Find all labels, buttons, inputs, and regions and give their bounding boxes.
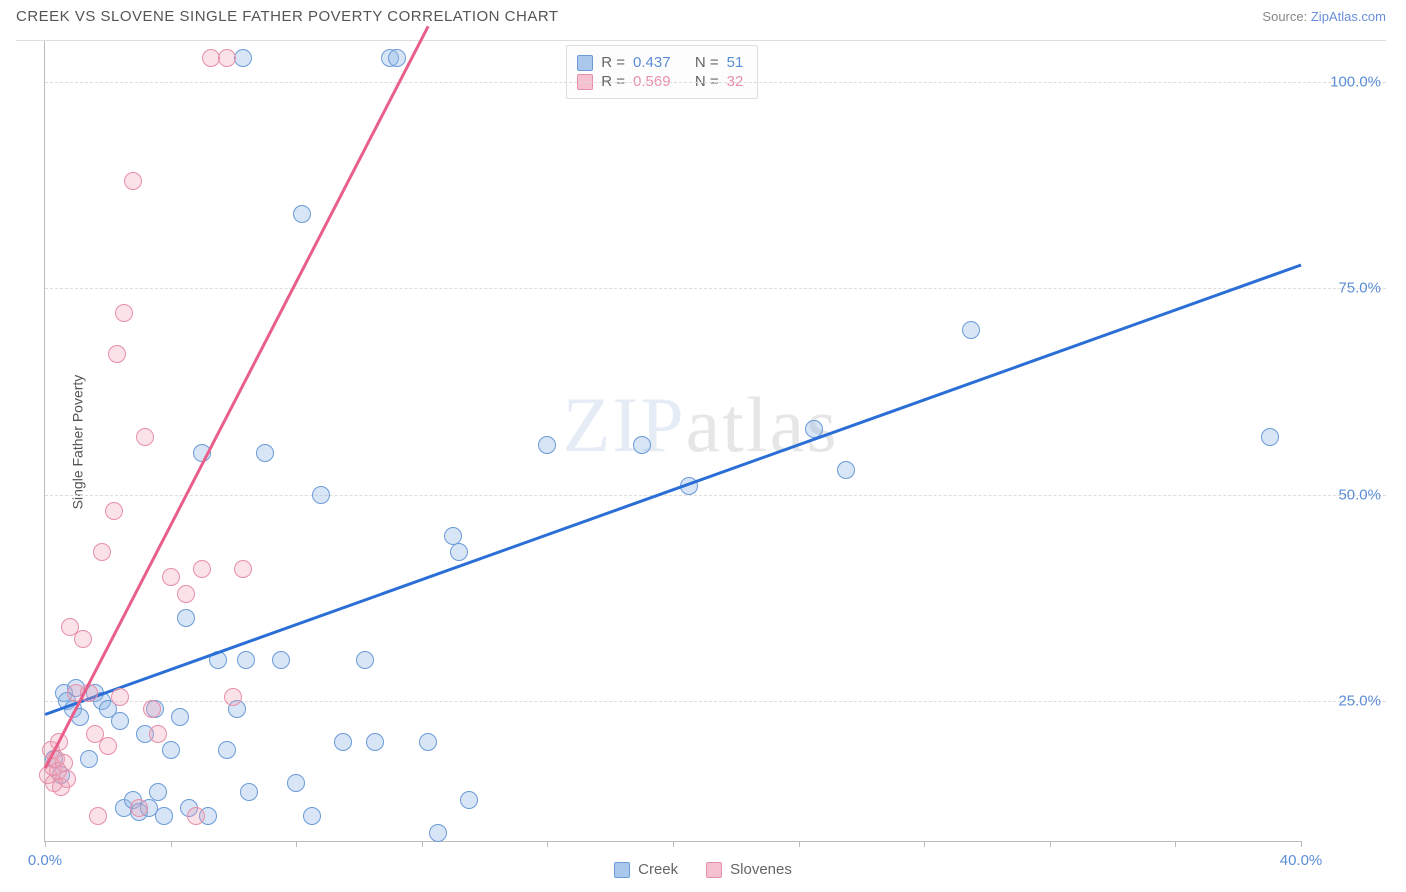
marker-creek [388,49,406,67]
marker-slovenes [89,807,107,825]
marker-slovenes [105,502,123,520]
y-tick-label: 50.0% [1338,486,1381,503]
marker-creek [444,527,462,545]
swatch-creek-icon [614,862,630,878]
marker-slovenes [149,725,167,743]
gridline [45,288,1386,289]
plot-region: ZIPatlas R = 0.437 N = 51 R = 0.569 N = … [44,41,1301,842]
marker-creek [450,543,468,561]
source-label: Source: [1262,9,1307,24]
chart-header: CREEK VS SLOVENE SINGLE FATHER POVERTY C… [0,0,1406,29]
marker-slovenes [136,428,154,446]
marker-creek [171,708,189,726]
marker-creek [366,733,384,751]
chart-title: CREEK VS SLOVENE SINGLE FATHER POVERTY C… [16,8,559,25]
marker-slovenes [111,688,129,706]
n-value-creek: 51 [727,54,744,71]
x-tick [171,841,172,847]
bottom-legend: Creek Slovenes [0,861,1406,878]
y-tick-label: 25.0% [1338,692,1381,709]
marker-creek [149,783,167,801]
x-tick [422,841,423,847]
marker-creek [1261,428,1279,446]
marker-slovenes [58,770,76,788]
x-tick [924,841,925,847]
x-tick [547,841,548,847]
marker-slovenes [143,700,161,718]
marker-creek [256,444,274,462]
marker-creek [237,651,255,669]
x-tick [45,841,46,847]
marker-slovenes [193,560,211,578]
watermark: ZIPatlas [563,380,839,470]
legend-stats-box: R = 0.437 N = 51 R = 0.569 N = 32 [566,45,758,99]
marker-creek [162,741,180,759]
y-tick-label: 100.0% [1330,74,1381,91]
marker-creek [429,824,447,842]
marker-slovenes [115,304,133,322]
marker-creek [356,651,374,669]
x-tick [296,841,297,847]
regression-line-creek [45,264,1302,716]
marker-slovenes [162,568,180,586]
marker-creek [155,807,173,825]
marker-creek [218,741,236,759]
marker-slovenes [124,172,142,190]
x-tick [673,841,674,847]
n-label: N = [695,54,719,71]
legend-item-creek: Creek [614,861,678,878]
swatch-creek-icon [577,55,593,71]
r-label: R = [601,54,625,71]
marker-creek [240,783,258,801]
marker-slovenes [218,49,236,67]
marker-slovenes [55,754,73,772]
marker-creek [460,791,478,809]
gridline [45,495,1386,496]
r-value-creek: 0.437 [633,54,671,71]
x-tick [1175,841,1176,847]
marker-creek [962,321,980,339]
y-tick-label: 75.0% [1338,280,1381,297]
marker-creek [234,49,252,67]
source-attribution: Source: ZipAtlas.com [1262,9,1386,24]
source-link[interactable]: ZipAtlas.com [1311,9,1386,24]
marker-slovenes [130,799,148,817]
x-tick [1301,841,1302,847]
x-tick [1050,841,1051,847]
marker-slovenes [234,560,252,578]
marker-slovenes [108,345,126,363]
marker-creek [80,750,98,768]
marker-slovenes [187,807,205,825]
marker-creek [287,774,305,792]
marker-slovenes [74,630,92,648]
marker-slovenes [93,543,111,561]
marker-creek [837,461,855,479]
chart-area: Single Father Poverty ZIPatlas R = 0.437… [16,40,1386,842]
marker-creek [303,807,321,825]
marker-creek [177,609,195,627]
legend-label-slovenes: Slovenes [730,861,792,878]
marker-creek [419,733,437,751]
legend-stats-row-creek: R = 0.437 N = 51 [577,54,743,71]
x-tick [799,841,800,847]
gridline [45,82,1386,83]
legend-label-creek: Creek [638,861,678,878]
gridline [45,701,1386,702]
marker-creek [633,436,651,454]
swatch-slovenes-icon [706,862,722,878]
marker-creek [111,712,129,730]
marker-creek [538,436,556,454]
marker-creek [334,733,352,751]
marker-creek [272,651,290,669]
watermark-zip: ZIP [563,381,686,468]
marker-slovenes [224,688,242,706]
marker-creek [312,486,330,504]
marker-slovenes [177,585,195,603]
marker-creek [293,205,311,223]
legend-item-slovenes: Slovenes [706,861,792,878]
marker-slovenes [99,737,117,755]
